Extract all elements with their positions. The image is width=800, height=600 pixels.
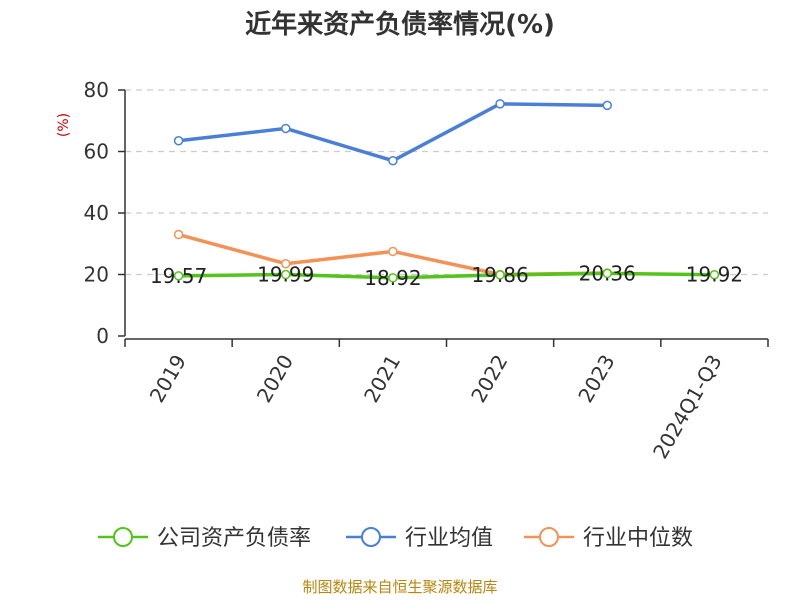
x-tick-label: 2021 (359, 351, 405, 407)
data-point (173, 135, 184, 146)
data-label: 20.36 (579, 261, 636, 285)
x-tick-label: 2023 (573, 351, 619, 407)
x-tick-label: 2020 (252, 351, 298, 407)
legend-item: 行业中位数 (524, 526, 693, 551)
y-tick-label: 0 (96, 324, 109, 348)
series-line (178, 102, 608, 163)
series-line (178, 271, 715, 280)
data-point (281, 123, 291, 134)
data-label: 19.92 (686, 263, 743, 287)
source-note: 制图数据来自恒生聚源数据库 (302, 578, 497, 596)
series-lines (173, 99, 720, 283)
data-point (709, 269, 720, 280)
legend-label: 行业均值 (405, 526, 493, 551)
data-point (388, 246, 398, 257)
legend-item: 行业均值 (346, 526, 493, 551)
data-point (495, 270, 505, 280)
data-point (173, 229, 184, 240)
x-tick-label: 2022 (466, 351, 512, 407)
chart-title: 近年来资产负债率情况(%) (245, 9, 555, 40)
data-point (602, 268, 612, 279)
legend-label: 公司资产负债率 (157, 526, 311, 551)
data-labels: 19.57 19.99 18.92 19.86 20.36 19.92 (150, 261, 743, 289)
data-point (602, 100, 612, 111)
legend-swatch-marker (113, 527, 133, 547)
axes (118, 89, 769, 347)
grid-lines (125, 89, 768, 276)
series-1 (173, 99, 612, 166)
legend-swatch-marker (361, 527, 381, 547)
y-tick-label: 60 (84, 140, 109, 164)
data-point (388, 155, 398, 166)
series-0 (173, 268, 720, 283)
x-tick-label: 2019 (145, 351, 191, 407)
data-label: 19.99 (257, 263, 314, 287)
y-tick-label: 80 (84, 78, 109, 102)
data-label: 19.57 (150, 264, 207, 288)
data-label: 19.86 (471, 263, 528, 287)
data-point (281, 269, 291, 280)
data-label: 18.92 (364, 266, 421, 290)
legend-swatch-marker (539, 527, 559, 547)
legend-item: 公司资产负债率 (98, 526, 311, 551)
x-tick-label: 2024Q1-Q3 (648, 351, 727, 463)
legend-label: 行业中位数 (583, 526, 693, 551)
y-tick-label: 40 (84, 201, 109, 225)
y-tick-label: 20 (84, 263, 109, 287)
y-axis-label: (%) (56, 113, 72, 137)
data-point (281, 258, 291, 269)
x-tick-labels: 2019 2020 2021 2022 2023 2024Q1-Q3 (145, 351, 727, 463)
data-point (495, 99, 505, 109)
legend: 公司资产负债率 行业均值 行业中位数 (98, 526, 693, 551)
data-point (388, 273, 398, 283)
data-point (173, 271, 184, 281)
y-tick-labels: 0 20 40 60 80 (84, 78, 109, 348)
